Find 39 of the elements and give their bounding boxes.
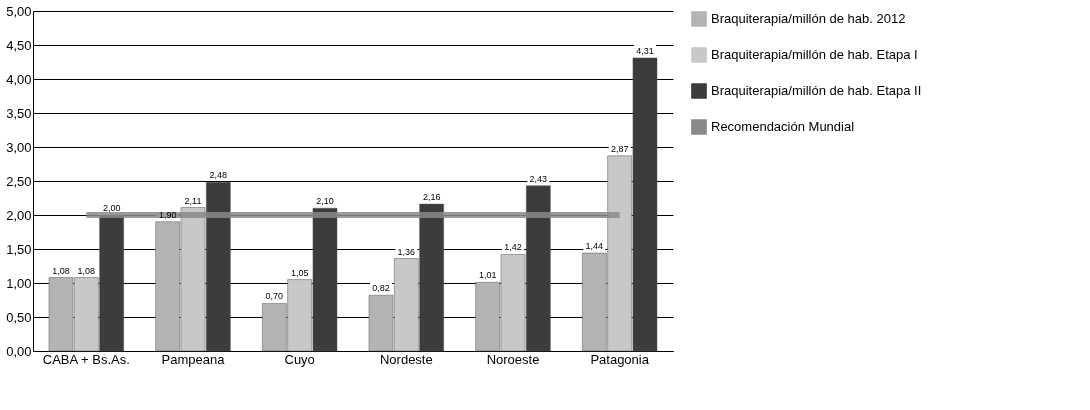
y-tick-label: 1,50 bbox=[6, 241, 32, 257]
data-label: 0,82 bbox=[372, 283, 390, 294]
data-label: 1,42 bbox=[504, 242, 522, 253]
x-tick-label: Noroeste bbox=[486, 351, 540, 367]
data-label: 0,70 bbox=[265, 291, 284, 302]
legend-label: Braquiterapia/millón de hab. Etapa II bbox=[711, 83, 922, 98]
data-label: 1,90 bbox=[158, 209, 177, 220]
data-label: 2,10 bbox=[316, 196, 334, 207]
data-label: 1,44 bbox=[585, 241, 604, 252]
data-label: 1,08 bbox=[77, 265, 96, 276]
data-label: 1,08 bbox=[52, 265, 70, 276]
y-tick-label: 0,50 bbox=[6, 309, 32, 325]
y-tick-label: 2,50 bbox=[6, 173, 32, 189]
y-tick-label: 0,00 bbox=[6, 343, 32, 359]
data-label: 1,05 bbox=[290, 267, 309, 278]
data-label: 2,48 bbox=[209, 170, 228, 181]
y-tick-label: 2,00 bbox=[6, 207, 32, 223]
y-tick-label: 4,00 bbox=[6, 71, 32, 87]
data-label: 2,11 bbox=[184, 195, 202, 206]
data-label: 2,16 bbox=[422, 192, 441, 203]
legend-label: Braquiterapia/millón de hab. Etapa I bbox=[711, 47, 918, 62]
legend-label: Braquiterapia/millón de hab. 2012 bbox=[711, 11, 906, 26]
data-label: 2,87 bbox=[610, 143, 629, 154]
data-label: 1,01 bbox=[478, 270, 497, 281]
x-tick-label: Nordeste bbox=[379, 351, 433, 367]
data-label: 1,36 bbox=[397, 246, 416, 257]
y-tick-label: 3,50 bbox=[6, 105, 32, 121]
data-label: 2,00 bbox=[102, 203, 121, 213]
legend-label: Recomendación Mundial bbox=[711, 119, 855, 134]
x-tick-label: Pampeana bbox=[161, 351, 226, 367]
data-label: 2,43 bbox=[529, 173, 548, 184]
x-tick-label: Cuyo bbox=[284, 351, 315, 367]
data-label: 4,31 bbox=[636, 45, 654, 56]
y-tick-label: 4,50 bbox=[6, 37, 32, 53]
y-tick-label: 1,00 bbox=[6, 275, 32, 291]
y-tick-label: 3,00 bbox=[6, 139, 32, 155]
x-tick-label: Patagonia bbox=[590, 351, 650, 367]
y-tick-label: 5,00 bbox=[6, 3, 32, 19]
x-tick-label: CABA + Bs.As. bbox=[42, 351, 130, 367]
